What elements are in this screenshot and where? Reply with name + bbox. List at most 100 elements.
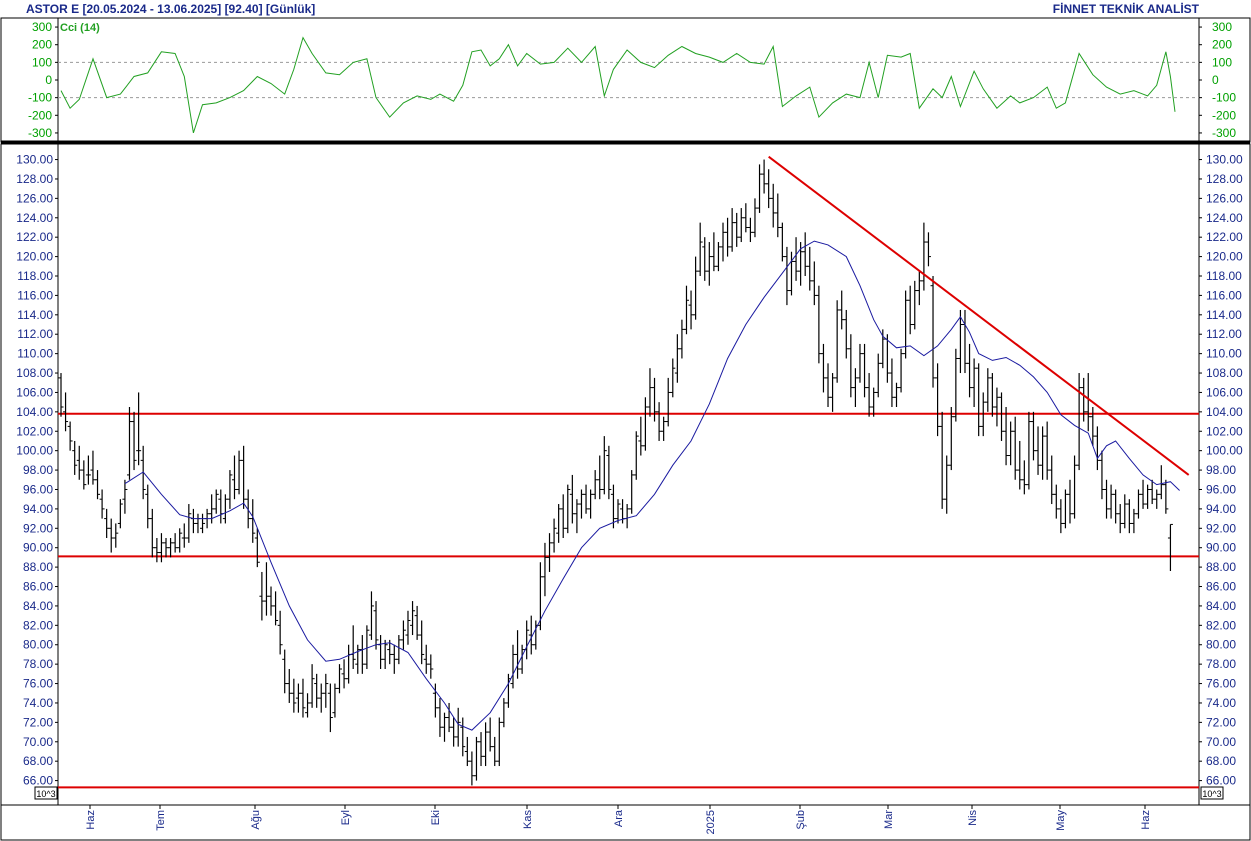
price-left-tick-label: 84.00 (23, 599, 53, 613)
price-left-tick-label: 98.00 (23, 463, 53, 477)
cci-left-tick-label: -100 (28, 91, 52, 105)
price-right-tick-label: 116.00 (1206, 288, 1242, 302)
symbol-title: ASTOR E [20.05.2024 - 13.06.2025] [92.40… (26, 2, 316, 16)
price-right-tick-label: 76.00 (1206, 677, 1236, 691)
price-left-tick-label: 68.00 (23, 754, 53, 768)
price-left-tick-label: 76.00 (23, 677, 53, 691)
price-left-tick-label: 88.00 (23, 560, 53, 574)
cci-right-tick-label: 200 (1212, 38, 1232, 52)
price-right-tick-label: 74.00 (1206, 696, 1236, 710)
descending-trendline (768, 155, 1190, 476)
price-panel-frame (0, 143, 1251, 841)
price-left-tick-label: 90.00 (23, 541, 53, 555)
price-right-tick-label: 92.00 (1206, 521, 1236, 535)
cci-panel-frame (0, 17, 1251, 143)
price-left-tick-label: 118.00 (17, 269, 53, 283)
price-left-tick-label: 104.00 (16, 405, 53, 419)
price-left-tick-label: 130.00 (16, 153, 53, 167)
scale-marker-left: 10^3 (36, 789, 55, 799)
price-right-tick-label: 82.00 (1206, 618, 1236, 632)
price-right-tick-label: 66.00 (1206, 774, 1236, 788)
x-tick-label: Haz (85, 810, 97, 830)
price-right-tick-label: 68.00 (1206, 754, 1236, 768)
price-left-tick-label: 70.00 (23, 735, 53, 749)
price-left-tick-label: 78.00 (23, 657, 53, 671)
scale-marker-right-box (1200, 786, 1224, 800)
price-right-tick-label: 110.00 (1206, 347, 1242, 361)
price-left-tick-label: 106.00 (16, 385, 53, 399)
x-tick-label: Eyl (340, 810, 352, 825)
price-left-tick-label: 108.00 (16, 366, 53, 380)
price-left-tick-label: 82.00 (23, 618, 53, 632)
price-right-tick-label: 128.00 (1206, 172, 1243, 186)
cci-left-tick-label: 100 (32, 55, 52, 69)
price-right-tick-label: 98.00 (1206, 463, 1236, 477)
x-tick-label: Eki (430, 810, 442, 825)
price-right-tick-label: 118.00 (1206, 269, 1242, 283)
price-left-tick-label: 92.00 (23, 521, 53, 535)
price-left-tick-label: 128.00 (16, 172, 53, 186)
cci-right-tick-label: -100 (1212, 91, 1236, 105)
price-left-tick-label: 74.00 (23, 696, 53, 710)
price-right-tick-label: 126.00 (1206, 191, 1243, 205)
scale-marker-left-box (34, 786, 58, 800)
price-right-tick-label: 106.00 (1206, 385, 1243, 399)
price-right-tick-label: 84.00 (1206, 599, 1236, 613)
price-left-tick-label: 122.00 (16, 230, 53, 244)
cci-left-tick-label: -200 (28, 108, 52, 122)
vendor-label: FİNNET TEKNİK ANALİST (1052, 2, 1199, 16)
cci-left-tick-label: 200 (32, 38, 52, 52)
price-right-tick-label: 122.00 (1206, 230, 1243, 244)
price-left-tick-label: 94.00 (23, 502, 53, 516)
price-left-tick-label: 116.00 (17, 288, 53, 302)
scale-marker-right: 10^3 (1202, 789, 1221, 799)
price-right-tick-label: 120.00 (1206, 250, 1243, 264)
price-left-tick-label: 80.00 (23, 638, 53, 652)
price-left-tick-label: 66.00 (23, 774, 53, 788)
price-right-tick-label: 88.00 (1206, 560, 1236, 574)
price-right-tick-label: 90.00 (1206, 541, 1236, 555)
price-right-tick-label: 104.00 (1206, 405, 1243, 419)
x-tick-label: May (1055, 810, 1067, 831)
cci-left-tick-label: -300 (28, 126, 52, 140)
price-right-tick-label: 130.00 (1206, 153, 1243, 167)
cci-right-tick-label: 300 (1212, 20, 1232, 34)
price-right-tick-label: 86.00 (1206, 580, 1236, 594)
x-tick-label: Haz (1140, 810, 1152, 830)
cci-right-tick-label: -300 (1212, 126, 1236, 140)
cci-right-tick-label: 0 (1212, 73, 1219, 87)
moving-average-line (124, 240, 1180, 731)
x-tick-label: Tem (155, 810, 167, 831)
price-left-tick-label: 96.00 (23, 482, 53, 496)
price-right-tick-label: 78.00 (1206, 657, 1236, 671)
x-tick-label: Şub (795, 810, 807, 830)
cci-right-tick-label: -200 (1212, 108, 1236, 122)
cci-line (60, 36, 1176, 134)
price-right-tick-label: 102.00 (1206, 424, 1243, 438)
price-left-tick-label: 114.00 (17, 308, 53, 322)
price-left-tick-label: 100.00 (16, 444, 53, 458)
cci-title: Cci (14) (60, 22, 100, 34)
price-right-tick-label: 94.00 (1206, 502, 1236, 516)
price-right-tick-label: 96.00 (1206, 482, 1236, 496)
price-left-tick-label: 102.00 (16, 424, 53, 438)
x-tick-label: 2025 (705, 810, 717, 834)
price-left-tick-label: 112.00 (17, 327, 53, 341)
x-tick-label: Nis (967, 810, 979, 826)
cci-left-tick-label: 0 (45, 73, 52, 87)
price-left-tick-label: 86.00 (23, 580, 53, 594)
x-tick-label: Mar (883, 810, 895, 829)
cci-left-tick-label: 300 (32, 20, 52, 34)
price-right-tick-label: 72.00 (1206, 715, 1236, 729)
price-left-tick-label: 120.00 (16, 250, 53, 264)
cci-right-tick-label: 100 (1212, 55, 1232, 69)
price-left-tick-label: 72.00 (23, 715, 53, 729)
price-left-tick-label: 110.00 (17, 347, 53, 361)
x-tick-label: Ağu (250, 810, 262, 830)
price-right-tick-label: 70.00 (1206, 735, 1236, 749)
price-right-tick-label: 108.00 (1206, 366, 1243, 380)
x-tick-label: Ara (613, 809, 625, 827)
price-right-tick-label: 112.00 (1206, 327, 1242, 341)
x-tick-label: Kas (522, 810, 534, 829)
